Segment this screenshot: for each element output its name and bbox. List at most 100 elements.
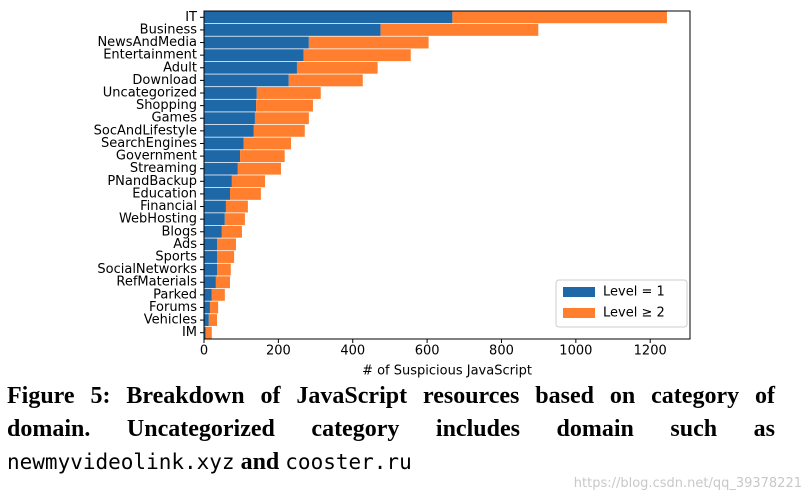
y-tick-label: Download <box>132 73 197 88</box>
bar-segment <box>452 11 667 24</box>
y-tick-label: IM <box>182 325 197 340</box>
y-tick-label: Forums <box>149 300 197 315</box>
bar-segment <box>237 162 281 175</box>
bar-segment <box>204 99 257 112</box>
y-tick-label: Business <box>140 22 198 37</box>
bar-segment <box>204 61 297 74</box>
y-tick-label: WebHosting <box>119 212 197 227</box>
bar-segment <box>204 263 218 276</box>
bar-segment <box>296 61 378 74</box>
watermark: https://blog.csdn.net/qq_39378221 <box>573 476 802 491</box>
bar-segment <box>217 238 236 251</box>
caption-text: Breakdown of JavaScript resources based … <box>7 383 775 442</box>
bar-segment <box>205 326 212 339</box>
bar-segment <box>204 288 212 301</box>
chart: # of Suspicious JavaScript ITBusinessNew… <box>94 10 691 379</box>
y-tick-label: Shopping <box>136 98 197 113</box>
bar-segment <box>209 301 219 314</box>
x-tick-label: 800 <box>489 344 514 359</box>
y-tick-label: Adult <box>163 60 197 75</box>
bar-segment <box>204 301 210 314</box>
bar-segment <box>204 314 209 327</box>
bar-segment <box>204 137 244 150</box>
bar-segment <box>208 314 218 327</box>
legend-label: Level ≥ 2 <box>603 306 665 321</box>
y-tick-label: Entertainment <box>103 48 197 63</box>
bar-segment <box>224 213 245 226</box>
caption-code: cooster.ru <box>285 450 412 474</box>
bar-segment <box>253 124 305 137</box>
bar-segment <box>204 326 206 339</box>
y-tick-label: Parked <box>153 287 197 302</box>
bar-segment <box>380 23 539 36</box>
bar-segment <box>243 137 292 150</box>
x-tick-label: 1000 <box>559 344 592 359</box>
y-tick-label: NewsAndMedia <box>97 35 197 50</box>
y-tick-label: Uncategorized <box>103 86 197 101</box>
x-tick-label: 600 <box>415 344 440 359</box>
caption-label: Figure 5: <box>7 383 111 409</box>
y-tick-label: Games <box>152 111 198 126</box>
bar-segment <box>204 112 255 125</box>
bar-segment <box>303 49 411 62</box>
bar-segment <box>204 225 222 238</box>
plot-frame <box>203 10 691 340</box>
bar-segment <box>215 276 231 289</box>
x-tick-label: 400 <box>340 344 365 359</box>
y-tick-label: Blogs <box>161 224 197 239</box>
bar-segment <box>308 36 429 49</box>
bar-segment <box>217 251 235 263</box>
bar-segment <box>288 74 363 87</box>
y-tick-label: RefMaterials <box>116 275 197 290</box>
bar-segment <box>204 87 257 99</box>
y-tick-label: PNandBackup <box>107 174 197 189</box>
y-tick-label: IT <box>185 10 197 25</box>
bar-segment <box>204 150 241 163</box>
bar-segment <box>204 213 225 226</box>
bar-segment <box>204 162 238 175</box>
bar-segment <box>204 238 218 251</box>
y-tick-label: SearchEngines <box>101 136 197 151</box>
caption-code: newmyvideolink.xyz <box>7 450 235 474</box>
bar-segment <box>217 263 231 276</box>
bar-segment <box>256 87 321 99</box>
bar-segment <box>204 124 254 137</box>
bar-segment <box>256 99 313 112</box>
x-tick-label: 200 <box>266 344 291 359</box>
x-tick-label: 1200 <box>634 344 667 359</box>
bar-segment <box>204 251 218 263</box>
caption-joiner: and <box>240 449 280 475</box>
bar-segment <box>211 288 225 301</box>
bar-segment <box>204 200 226 213</box>
bar-segment <box>204 36 309 49</box>
bar-segment <box>204 276 216 289</box>
legend-label: Level = 1 <box>603 285 665 300</box>
y-tick-label: Government <box>116 149 197 164</box>
bar-segment <box>230 187 261 200</box>
figure-caption: Figure 5: Breakdown of JavaScript resour… <box>7 380 775 479</box>
bar-segment <box>204 175 232 188</box>
y-tick-label: Ads <box>173 237 197 252</box>
bar-segment <box>254 112 309 125</box>
legend-swatch <box>563 308 595 318</box>
bar-segment <box>204 23 381 36</box>
bar-segment <box>231 175 265 188</box>
y-tick-label: Vehicles <box>144 313 197 328</box>
y-tick-label: Streaming <box>130 161 197 176</box>
y-tick-label: Sports <box>155 250 197 265</box>
bar-segment <box>240 150 285 163</box>
bar-segment <box>221 225 242 238</box>
bar-segment <box>204 11 453 24</box>
y-tick-label: Financial <box>140 199 197 214</box>
bar-segment <box>225 200 248 213</box>
bar-segment <box>204 74 289 87</box>
legend-swatch <box>563 287 595 297</box>
bar-segment <box>204 187 231 200</box>
bar-segment <box>204 49 304 62</box>
y-tick-label: Education <box>132 186 197 201</box>
y-tick-label: SocAndLifestyle <box>94 123 197 138</box>
x-tick-label: 0 <box>200 344 208 359</box>
x-axis-label: # of Suspicious JavaScript <box>362 364 532 379</box>
y-tick-label: SocialNetworks <box>97 262 197 277</box>
